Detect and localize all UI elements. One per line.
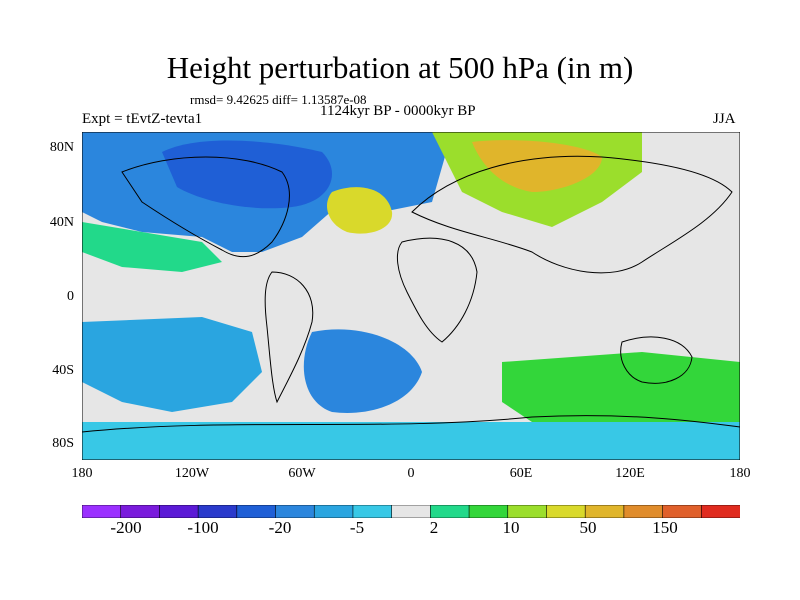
lat-label-80s: 80S	[52, 436, 74, 451]
stats-text: rmsd= 9.42625 diff= 1.13587e-08	[190, 92, 367, 107]
colorbar-label-10: 10	[502, 518, 520, 537]
colorbar-label-neg100: -100	[187, 518, 219, 537]
lon-label-0: 0	[407, 466, 415, 481]
colorbar-swatch	[313, 505, 354, 518]
season-label: JJA	[713, 111, 736, 127]
colorbar-swatch	[584, 505, 625, 518]
period-label: 1124kyr BP - 0000kyr BP	[320, 103, 476, 119]
map-title: Height perturbation at 500 hPa (in m)	[166, 50, 634, 85]
colorbar-swatch	[352, 505, 393, 518]
lon-label-180w: 180	[71, 466, 93, 481]
colorbar-swatch	[507, 505, 548, 518]
colorbar-swatch	[430, 505, 470, 518]
colorbar-swatch	[546, 505, 586, 518]
north-america-coast	[121, 156, 290, 258]
north-atlantic-positive	[327, 187, 393, 234]
lat-label-equator: 0	[67, 289, 74, 304]
subtropics-green	[82, 222, 222, 272]
antarctica-coast	[82, 415, 740, 433]
eurasia-core-positive	[472, 140, 602, 192]
lon-label-60e: 60E	[509, 466, 533, 481]
south-america-coast	[264, 271, 314, 404]
colorbar-label-50: 50	[579, 518, 597, 537]
colorbar-swatch	[275, 505, 316, 518]
colorbar-swatch	[120, 505, 161, 518]
lat-label-80n: 80N	[49, 140, 74, 155]
colorbar	[82, 505, 740, 518]
colorbar-label-neg20: -20	[268, 518, 292, 537]
colorbar-swatch	[662, 505, 703, 518]
lon-label-60w: 60W	[288, 466, 316, 481]
south-pacific-blue	[82, 317, 262, 412]
colorbar-swatch	[623, 505, 664, 518]
coastlines	[82, 155, 740, 433]
colorbar-swatch	[391, 505, 432, 518]
contour-fills	[82, 132, 740, 460]
lon-label-120e: 120E	[615, 466, 645, 481]
south-indian-green	[502, 352, 740, 427]
colorbar-label-150: 150	[652, 518, 678, 537]
colorbar-label-neg5: -5	[349, 518, 365, 537]
lon-label-180e: 180	[729, 466, 751, 481]
africa-coast	[396, 237, 478, 343]
colorbar-swatch	[700, 505, 740, 518]
map-plot	[82, 132, 740, 460]
lat-label-40s: 40S	[52, 363, 74, 378]
colorbar-swatch	[236, 505, 277, 518]
lon-label-120w: 120W	[174, 466, 210, 481]
colorbar-label-neg200: -200	[110, 518, 142, 537]
colorbar-swatch	[197, 505, 238, 518]
australia-coast	[620, 336, 693, 384]
colorbar-swatch	[468, 505, 509, 518]
colorbar-swatch	[159, 505, 199, 518]
eurasia-coast	[411, 155, 733, 274]
colorbar-label-2: 2	[429, 518, 439, 537]
antarctic-blue	[82, 422, 740, 460]
colorbar-swatch	[82, 505, 122, 518]
lat-label-40n: 40N	[49, 215, 74, 230]
experiment-label: Expt = tEvtZ-tevta1	[82, 111, 203, 127]
south-atlantic-blue	[303, 329, 422, 413]
